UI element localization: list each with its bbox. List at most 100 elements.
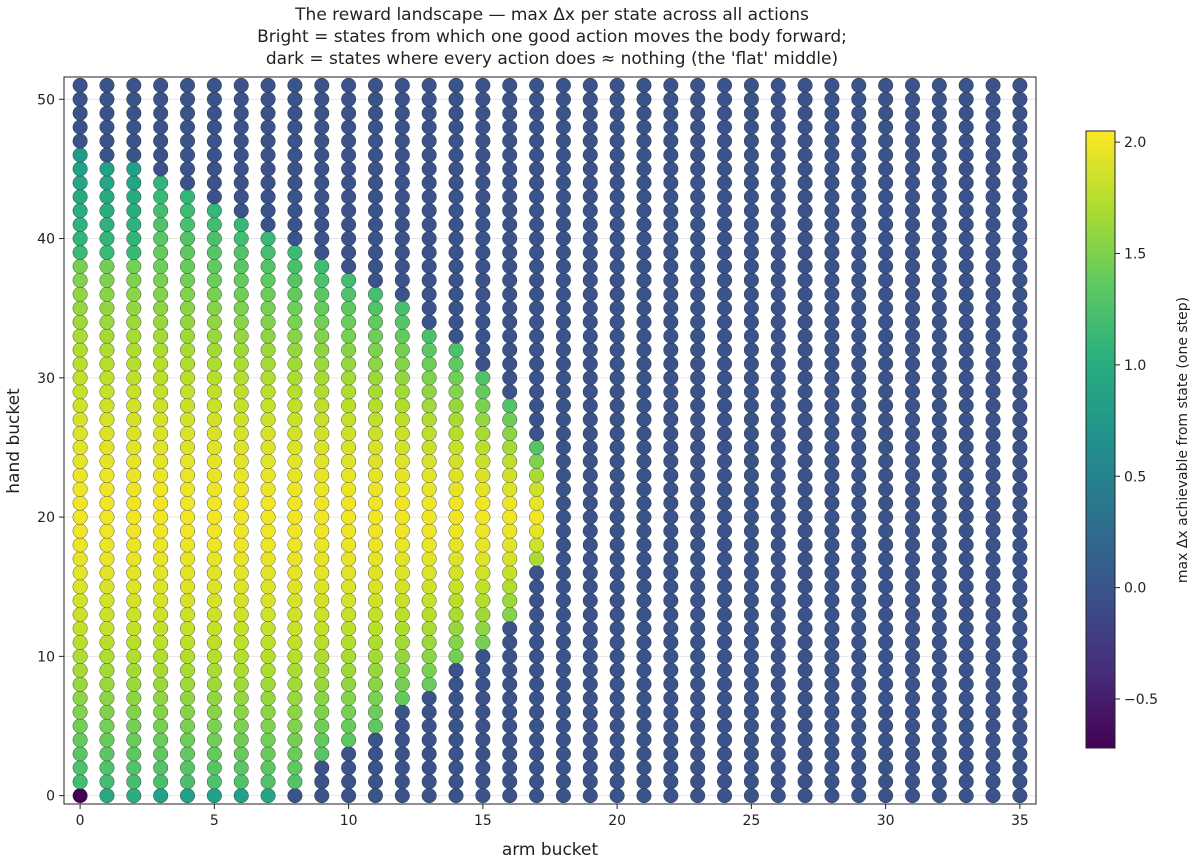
- data-point: [824, 77, 840, 93]
- data-point: [636, 398, 652, 414]
- data-point: [314, 523, 330, 539]
- data-point: [636, 704, 652, 720]
- data-point: [341, 412, 357, 428]
- data-point: [555, 565, 571, 581]
- data-point: [663, 147, 679, 163]
- data-point: [555, 370, 571, 386]
- data-point: [770, 620, 786, 637]
- data-point: [394, 579, 410, 595]
- data-point: [260, 439, 276, 455]
- data-point: [770, 565, 786, 581]
- data-point: [529, 189, 545, 205]
- data-point: [126, 620, 142, 637]
- data-point: [153, 565, 169, 581]
- data-point: [475, 774, 491, 790]
- data-point: [555, 133, 571, 149]
- data-point: [99, 467, 115, 483]
- data-point: [206, 217, 222, 233]
- data-point: [394, 662, 410, 678]
- data-point: [341, 258, 357, 274]
- data-point: [985, 634, 1001, 650]
- data-point: [1012, 788, 1028, 804]
- data-point: [153, 481, 169, 497]
- data-point: [743, 481, 759, 497]
- data-point: [797, 231, 813, 247]
- data-point: [797, 551, 813, 567]
- data-point: [985, 495, 1001, 511]
- data-point: [206, 175, 222, 191]
- data-point: [958, 342, 974, 358]
- data-point: [341, 133, 357, 149]
- data-point: [448, 495, 464, 511]
- data-point: [931, 634, 947, 650]
- data-point: [770, 481, 786, 497]
- data-point: [582, 398, 598, 414]
- data-point: [878, 244, 894, 261]
- data-point: [502, 690, 518, 706]
- data-point: [475, 384, 491, 400]
- data-point: [690, 258, 706, 274]
- data-point: [663, 105, 679, 121]
- data-point: [609, 77, 625, 93]
- data-point: [904, 342, 921, 358]
- data-point: [529, 91, 545, 107]
- plot-area-frame: [63, 76, 1037, 805]
- data-point: [206, 328, 222, 344]
- data-point: [421, 398, 437, 414]
- data-point: [582, 286, 598, 302]
- data-point: [126, 91, 142, 107]
- data-point: [770, 398, 786, 414]
- data-point: [555, 217, 571, 233]
- data-point: [904, 203, 921, 219]
- data-point: [743, 676, 759, 692]
- data-point: [851, 537, 867, 553]
- data-point: [260, 105, 276, 121]
- data-point: [179, 231, 196, 247]
- data-point: [636, 412, 652, 428]
- data-point: [931, 161, 947, 177]
- data-point: [206, 453, 222, 469]
- data-point: [555, 467, 571, 483]
- data-point: [99, 565, 115, 581]
- data-point: [421, 551, 437, 567]
- data-point: [529, 774, 545, 790]
- data-point: [636, 119, 652, 135]
- data-point: [475, 746, 491, 762]
- data-point: [770, 774, 786, 790]
- data-point: [341, 314, 357, 330]
- data-point: [904, 481, 921, 497]
- data-point: [126, 704, 142, 720]
- data-point: [206, 412, 222, 428]
- data-point: [72, 217, 88, 233]
- data-point: [341, 370, 357, 386]
- data-point: [314, 495, 330, 511]
- data-point: [99, 189, 115, 205]
- data-point: [690, 774, 706, 790]
- data-point: [448, 342, 464, 358]
- data-point: [421, 328, 437, 344]
- data-point: [502, 370, 518, 386]
- data-point: [260, 244, 276, 261]
- data-point: [260, 314, 276, 330]
- data-point: [475, 356, 491, 372]
- data-point: [448, 175, 464, 191]
- data-point: [717, 774, 733, 790]
- data-point: [502, 579, 518, 595]
- data-point: [126, 133, 142, 149]
- data-point: [663, 453, 679, 469]
- data-point: [72, 370, 88, 386]
- data-point: [153, 161, 169, 177]
- data-point: [287, 370, 303, 386]
- data-point: [1012, 634, 1028, 650]
- data-point: [717, 384, 733, 400]
- data-point: [72, 426, 88, 442]
- data-point: [743, 203, 759, 219]
- data-point: [931, 676, 947, 692]
- data-point: [717, 467, 733, 483]
- data-point: [931, 370, 947, 386]
- data-point: [636, 105, 652, 121]
- data-point: [341, 342, 357, 358]
- data-point: [878, 91, 894, 107]
- data-point: [824, 203, 840, 219]
- data-point: [99, 105, 115, 121]
